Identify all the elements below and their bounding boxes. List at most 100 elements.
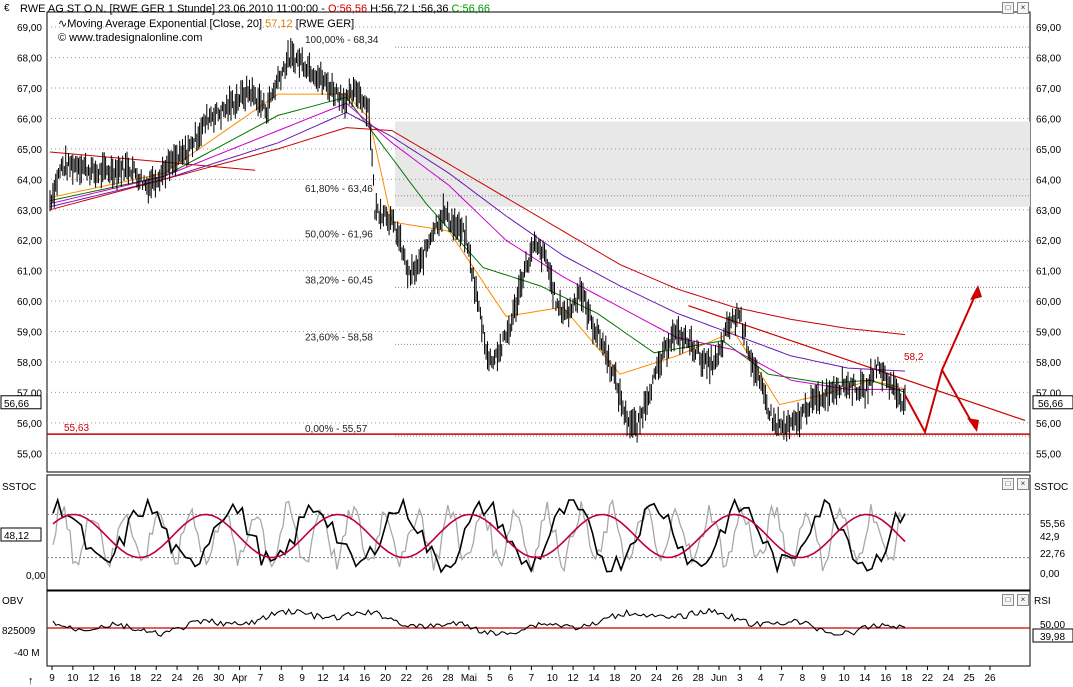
y-tick-right: 60,00 — [1036, 297, 1061, 308]
x-tick-label: Mai — [461, 673, 477, 684]
x-tick-label: 8 — [800, 673, 806, 684]
x-tick-label: 9 — [820, 673, 826, 684]
x-tick-label: 18 — [609, 673, 621, 684]
last-price-left: 56,66 — [4, 399, 29, 410]
arrow-head-down — [967, 418, 979, 432]
rsi-value: 39,98 — [1040, 632, 1065, 643]
fib-label: 50,00% - 61,96 — [305, 229, 373, 240]
indicator-legend: ∿Moving Average Exponential [Close, 20] … — [58, 17, 354, 30]
y-tick-right: 67,00 — [1036, 84, 1061, 95]
x-tick-label: 7 — [529, 673, 535, 684]
resistance-line — [688, 305, 1026, 421]
sstoc-right-label: 42,9 — [1040, 532, 1060, 543]
scenario-down-arrow — [941, 369, 976, 429]
x-tick-label: 14 — [859, 673, 871, 684]
sstoc-right-label: 0,00 — [1040, 569, 1060, 580]
x-tick-label: 14 — [588, 673, 600, 684]
y-tick-left: 59,00 — [17, 328, 42, 339]
x-tick-label: 10 — [547, 673, 559, 684]
x-tick-label: 30 — [213, 673, 225, 684]
x-tick-label: 14 — [338, 673, 350, 684]
x-tick-label: 26 — [422, 673, 434, 684]
y-tick-left: 62,00 — [17, 236, 42, 247]
obv-title: OBV — [2, 596, 23, 607]
x-tick-label: 5 — [487, 673, 493, 684]
y-tick-right: 58,00 — [1036, 358, 1061, 369]
chart-header: RWE AG ST O.N. [RWE GER 1 Stunde] 23.06.… — [20, 3, 490, 15]
early-trendline — [49, 151, 256, 171]
resistance-label: 58,2 — [904, 352, 924, 363]
obv-scale-left: -40 M — [14, 648, 40, 659]
x-tick-label: 26 — [984, 673, 996, 684]
sstoc-title-right: SSTOC — [1034, 482, 1068, 493]
x-tick-label: 16 — [880, 673, 892, 684]
website-label: © www.tradesignalonline.com — [58, 32, 203, 44]
x-tick-label: 18 — [130, 673, 142, 684]
sstoc-right-label: 55,56 — [1040, 519, 1065, 530]
x-tick-label: 28 — [442, 673, 454, 684]
indicator-suffix: [RWE GER] — [292, 18, 355, 30]
rsi-value-tag — [1032, 628, 1073, 643]
y-tick-right: 56,00 — [1036, 419, 1061, 430]
price-panel-frame — [46, 11, 1031, 473]
x-tick-label: 7 — [779, 673, 785, 684]
x-tick-label: Apr — [232, 673, 248, 684]
last-price-tag-left — [0, 395, 42, 410]
price-bars — [49, 38, 906, 443]
chart-title: RWE AG ST O.N. [RWE GER 1 Stunde] 23.06.… — [20, 3, 328, 15]
x-tick-label: 20 — [380, 673, 392, 684]
y-tick-left: 65,00 — [17, 145, 42, 156]
x-tick-label: 10 — [67, 673, 79, 684]
x-tick-label: 16 — [359, 673, 371, 684]
x-tick-label: 3 — [737, 673, 743, 684]
obv-close-button[interactable]: × — [1017, 594, 1029, 606]
close-value: C:56,66 — [451, 3, 491, 15]
x-tick-label: 9 — [299, 673, 305, 684]
x-tick-label: 26 — [192, 673, 204, 684]
obv-value-left: 825009 — [2, 626, 36, 637]
sstoc-zero-left: 0,00 — [26, 571, 46, 582]
y-tick-left: 57,00 — [17, 388, 42, 399]
x-tick-label: 18 — [901, 673, 913, 684]
y-tick-right: 68,00 — [1036, 54, 1061, 65]
y-tick-right: 66,00 — [1036, 114, 1061, 125]
obv-restore-button[interactable]: □ — [1002, 594, 1014, 606]
sstoc-k-line — [52, 497, 906, 574]
y-tick-left: 67,00 — [17, 84, 42, 95]
y-tick-left: 68,00 — [17, 54, 42, 65]
y-tick-left: 56,00 — [17, 419, 42, 430]
sstoc-close-button[interactable]: × — [1017, 478, 1029, 490]
y-tick-left: 66,00 — [17, 114, 42, 125]
y-tick-right: 55,00 — [1036, 449, 1061, 460]
y-tick-left: 63,00 — [17, 206, 42, 217]
x-tick-label: 4 — [758, 673, 764, 684]
close-button[interactable]: × — [1017, 2, 1029, 14]
restore-button[interactable]: □ — [1002, 2, 1014, 14]
x-tick-label: 16 — [109, 673, 121, 684]
y-tick-left: 64,00 — [17, 175, 42, 186]
x-tick-label: 6 — [508, 673, 514, 684]
y-tick-left: 55,00 — [17, 449, 42, 460]
x-tick-label: 20 — [630, 673, 642, 684]
fib-label: 23,60% - 58,58 — [305, 332, 373, 343]
sstoc-restore-button[interactable]: □ — [1002, 478, 1014, 490]
x-tick-label: Jun — [711, 673, 727, 684]
sstoc-value-tag — [0, 527, 42, 542]
x-tick-label: 24 — [943, 673, 955, 684]
sstoc-value-left: 48,12 — [4, 531, 29, 542]
fib-label: 100,00% - 68,34 — [305, 35, 379, 46]
obv-line — [52, 607, 906, 637]
sstoc-d-line — [52, 513, 906, 559]
arrow-head-up — [970, 285, 982, 300]
x-tick-label: 8 — [279, 673, 285, 684]
open-value: O:56,56 — [327, 3, 368, 15]
x-tick-label: 28 — [693, 673, 705, 684]
y-tick-right: 63,00 — [1036, 206, 1061, 217]
x-tick-label: 22 — [151, 673, 163, 684]
ema-line — [49, 111, 906, 372]
y-tick-right: 61,00 — [1036, 267, 1061, 278]
high-value: H:56,72 — [370, 3, 409, 15]
x-tick-label: 12 — [88, 673, 100, 684]
indicator-value: 57,12 — [265, 18, 293, 30]
